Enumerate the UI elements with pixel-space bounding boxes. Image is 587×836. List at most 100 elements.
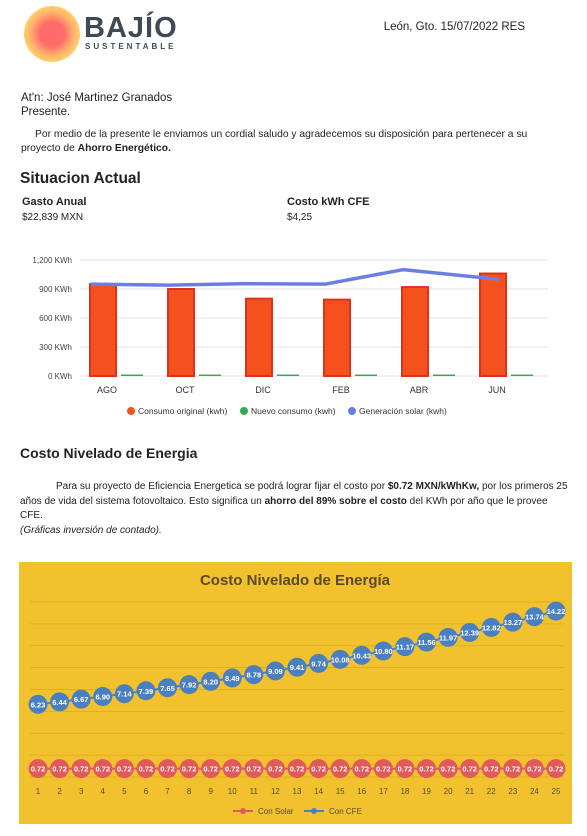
intro-bold: Ahorro Energético. [77,143,171,154]
logo-name: BAJÍO [84,12,178,44]
point-cfe [28,694,48,714]
x-tick-label: 12 [271,787,280,796]
x-tick-label: 6 [144,787,149,796]
intro-text: Por medio de la presente le enviamos un … [21,129,528,154]
point-solar [93,759,113,779]
data-label-cfe: 8.49 [225,674,240,683]
data-label-cfe: 7.65 [160,684,175,693]
point-solar [373,759,393,779]
point-cfe [524,607,544,627]
kpi-gasto-value: $22,839 MXN [22,212,84,223]
point-cfe [460,622,480,642]
x-tick-label: 14 [314,787,323,796]
point-cfe [50,692,70,712]
data-label-solar: 0.72 [354,765,369,774]
point-solar [222,759,242,779]
point-solar [201,759,221,779]
legend-marker [311,808,317,814]
data-label-cfe: 13.27 [503,618,522,627]
bar-consumo [245,297,273,378]
series-line-solar [90,267,500,287]
x-tick-label: 4 [101,787,106,796]
data-label-cfe: 7.92 [182,681,197,690]
point-cfe [309,653,329,673]
data-label-cfe: 11.97 [439,633,457,642]
data-label-solar: 0.72 [268,765,283,774]
point-cfe [438,627,458,647]
data-label-solar: 0.72 [225,765,240,774]
point-solar [460,759,480,779]
x-tick-label: 25 [552,787,561,796]
point-cfe [222,668,242,688]
intro-paragraph: Por medio de la presente le enviamos un … [21,128,566,156]
logo-subtitle: SUSTENTABLE [85,42,177,51]
data-label-cfe: 6.90 [95,693,110,702]
data-label-solar: 0.72 [52,765,67,774]
bar-nuevo [199,374,221,376]
point-solar [136,759,156,779]
bar-consumo [167,288,195,377]
section-title-situacion: Situacion Actual [20,170,141,187]
data-label-cfe: 7.39 [139,687,154,696]
sun-logo-icon [24,6,80,62]
x-tick-label: 7 [165,787,170,796]
x-tick-label: 11 [250,787,259,796]
consumption-chart: 0 KWh 300 KWh 600 KWh 900 KWh 1,200 KWh AGO OC… [32,256,548,416]
legend-marker [240,407,248,415]
bar-nuevo [121,374,143,376]
bar-nuevo [511,374,533,376]
y-tick-label: 0 KWh [48,372,72,381]
x-tick-label: DIC [255,385,271,395]
data-label-solar: 0.72 [506,765,521,774]
point-solar [287,759,307,779]
point-cfe [244,665,264,685]
costo-text-1: Para su proyecto de Eficiencia Energetic… [56,481,388,492]
bar-nuevo [277,374,299,376]
x-tick-label: 21 [465,787,474,796]
y-tick-label: 300 KWh [39,343,72,352]
x-tick-label: 1 [36,787,41,796]
data-label-cfe: 12.39 [460,628,479,637]
point-cfe [93,687,113,706]
data-label-solar: 0.72 [398,765,413,774]
data-label-solar: 0.72 [117,765,132,774]
point-cfe [201,671,221,691]
data-label-solar: 0.72 [527,765,542,774]
point-cfe [71,689,91,709]
bar-nuevo [355,374,377,376]
place-date: León, Gto. 15/07/2022 RES [383,21,525,33]
kpi-costo-value: $4,25 [287,212,313,223]
data-label-solar: 0.72 [376,765,391,774]
data-label-cfe: 6.67 [74,695,89,704]
company-logo: BAJÍO SUSTENTABLE [22,4,192,64]
bar-consumo [401,286,429,377]
bar-consumo [479,272,507,377]
point-solar [546,759,566,779]
bar-consumo [323,298,351,378]
data-label-cfe: 6.44 [52,698,67,707]
data-label-cfe: 9.41 [290,663,305,672]
legend-label: Nuevo consumo (kwh) [251,406,336,416]
point-solar [244,759,264,779]
point-cfe [136,681,156,701]
legend-marker [240,808,246,814]
y-tick-label: 1,200 KWh [32,256,72,265]
data-label-solar: 0.72 [441,765,456,774]
point-cfe [158,678,177,698]
data-label-solar: 0.72 [74,765,89,774]
point-cfe [352,645,372,665]
bar-nuevo [433,374,455,376]
data-label-solar: 0.72 [182,765,197,774]
point-cfe [481,617,501,637]
point-solar [417,759,436,779]
point-cfe [395,637,415,657]
legend-marker [127,407,135,415]
costo-bold-2: ahorro del 89% sobre el costo [264,495,407,507]
data-label-solar: 0.72 [31,765,46,774]
costo-bold-1: $0.72 MXN/kWhKw, [387,481,480,492]
x-tick-label: 9 [208,787,213,796]
point-cfe [373,641,393,661]
data-label-solar: 0.72 [549,765,564,774]
point-cfe [503,612,523,632]
x-tick-label: 16 [357,787,366,796]
